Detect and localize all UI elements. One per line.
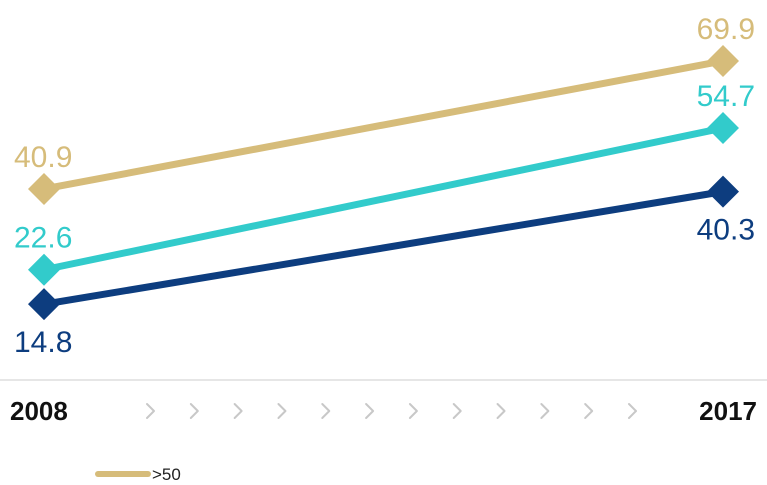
data-label: 14.8 (14, 326, 72, 359)
legend: >50 (95, 465, 181, 484)
chevron-right-icon (189, 403, 199, 419)
chevron-right-icon (321, 403, 331, 419)
series-line (40, 124, 727, 274)
data-point-marker (707, 112, 739, 145)
data-point-marker (28, 288, 60, 321)
chevron-right-icon (496, 403, 506, 419)
x-tick-label-end: 2017 (699, 396, 757, 426)
data-label: 22.6 (14, 222, 72, 255)
series-2: 22.6 54.7 (14, 80, 755, 286)
data-point-marker (707, 44, 739, 77)
chevron-right-icon (628, 403, 637, 419)
series-line (40, 188, 727, 308)
chevron-right-icon (452, 403, 462, 419)
data-point-marker (28, 253, 60, 286)
data-label: 69.9 (697, 13, 755, 46)
data-point-marker (707, 175, 739, 208)
chevron-right-icon (277, 403, 287, 419)
axis-chevrons (146, 403, 637, 419)
data-label: 40.3 (697, 214, 755, 247)
series-layer: 40.9 69.9 22.6 54.7 14.8 40.3 (14, 13, 755, 359)
series-1: 40.9 69.9 (14, 13, 755, 205)
x-tick-label-start: 2008 (10, 396, 68, 426)
data-label: 54.7 (697, 80, 755, 113)
chevron-right-icon (233, 403, 243, 419)
chevron-right-icon (146, 403, 155, 419)
chevron-right-icon (408, 403, 418, 419)
chevron-right-icon (584, 403, 594, 419)
data-point-marker (28, 172, 60, 205)
data-label: 40.9 (14, 141, 72, 174)
series-line (40, 57, 727, 193)
chevron-right-icon (365, 403, 375, 419)
chevron-right-icon (540, 403, 550, 419)
legend-label: >50 (152, 465, 181, 484)
series-3: 14.8 40.3 (14, 175, 755, 359)
